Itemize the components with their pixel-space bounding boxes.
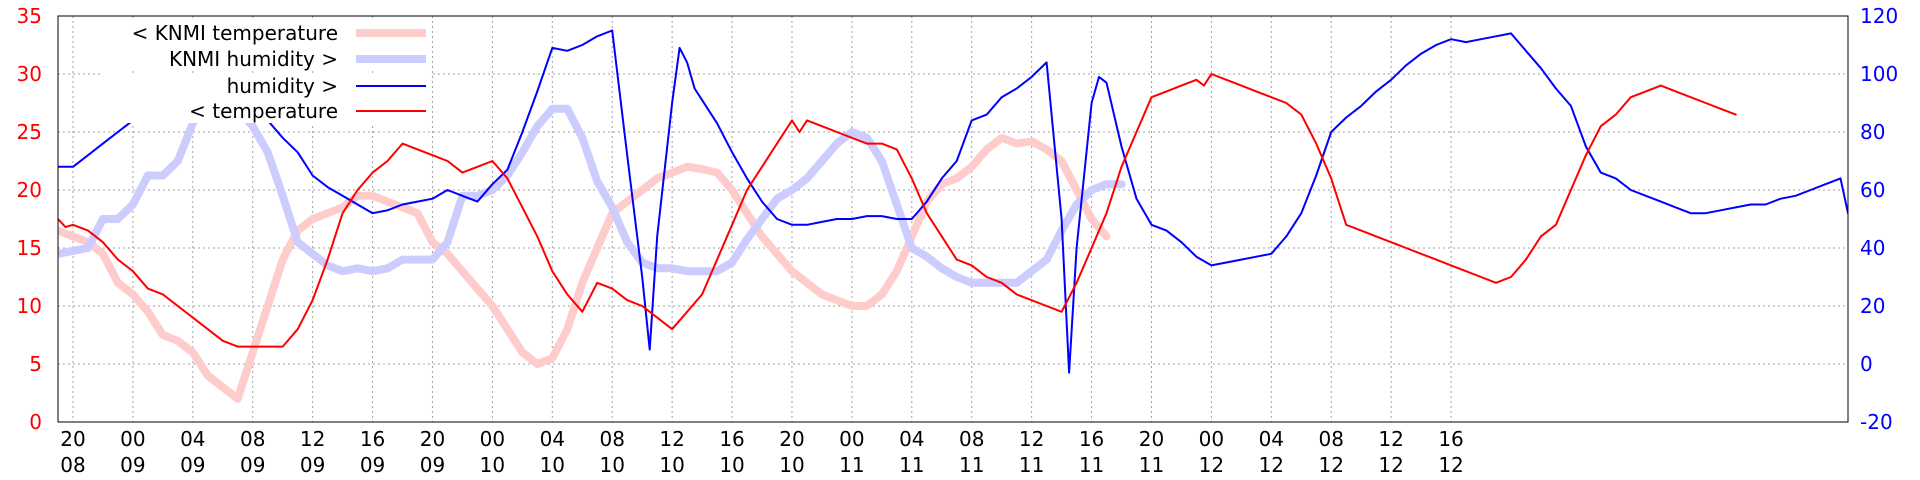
x-tick-day: 11 [1139, 453, 1164, 477]
x-tick-hour: 08 [599, 427, 624, 451]
right-tick-label: 60 [1860, 178, 1885, 202]
x-tick-day: 09 [420, 453, 445, 477]
left-axis-ticks: 0 5 10 15 20 25 30 35 [17, 4, 42, 434]
x-tick-day: 10 [480, 453, 505, 477]
x-tick-day: 09 [240, 453, 265, 477]
x-tick-hour: 20 [1139, 427, 1164, 451]
x-tick-hour: 12 [1378, 427, 1403, 451]
x-tick-hour: 08 [1318, 427, 1343, 451]
x-tick-day: 11 [1079, 453, 1104, 477]
x-tick-hour: 04 [540, 427, 565, 451]
right-tick-label: 120 [1860, 4, 1898, 28]
x-tick-hour: 04 [180, 427, 205, 451]
x-tick-day: 08 [60, 453, 85, 477]
x-tick-day: 11 [899, 453, 924, 477]
x-tick-hour: 16 [1438, 427, 1463, 451]
x-tick-day: 10 [599, 453, 624, 477]
x-tick-hour: 12 [300, 427, 325, 451]
series-line [58, 29, 1848, 374]
x-tick-hour: 16 [719, 427, 744, 451]
left-tick-label: 15 [17, 236, 42, 260]
x-tick-day: 09 [360, 453, 385, 477]
x-tick-hour: 20 [779, 427, 804, 451]
legend-label: < temperature [189, 99, 338, 123]
x-tick-hour: 00 [839, 427, 864, 451]
x-tick-hour: 16 [1079, 427, 1104, 451]
right-tick-label: 80 [1860, 120, 1885, 144]
left-tick-label: 10 [17, 294, 42, 318]
x-tick-day: 11 [959, 453, 984, 477]
x-tick-day: 12 [1199, 453, 1224, 477]
right-tick-label: 100 [1860, 62, 1898, 86]
x-tick-hour: 04 [1259, 427, 1284, 451]
x-tick-day: 11 [1019, 453, 1044, 477]
left-tick-label: 5 [29, 352, 42, 376]
x-tick-hour: 08 [240, 427, 265, 451]
right-tick-label: 40 [1860, 236, 1885, 260]
left-tick-label: 0 [29, 410, 42, 434]
plot-frame [57, 15, 1849, 423]
x-tick-hour: 12 [659, 427, 684, 451]
x-axis-ticks: 2008000904090809120916092009001004100810… [60, 427, 1464, 477]
left-tick-label: 20 [17, 178, 42, 202]
x-tick-day: 12 [1318, 453, 1343, 477]
x-tick-day: 09 [120, 453, 145, 477]
x-tick-day: 10 [779, 453, 804, 477]
x-tick-day: 10 [659, 453, 684, 477]
x-tick-hour: 00 [120, 427, 145, 451]
x-tick-hour: 00 [1199, 427, 1224, 451]
x-tick-hour: 12 [1019, 427, 1044, 451]
x-tick-day: 10 [719, 453, 744, 477]
x-tick-day: 09 [180, 453, 205, 477]
x-tick-hour: 08 [959, 427, 984, 451]
left-tick-label: 35 [17, 4, 42, 28]
x-tick-day: 12 [1378, 453, 1403, 477]
series-line [58, 133, 1111, 403]
legend-label: humidity > [227, 74, 338, 98]
x-tick-hour: 20 [420, 427, 445, 451]
series-line [58, 73, 1737, 348]
x-tick-day: 12 [1259, 453, 1284, 477]
x-tick-day: 10 [540, 453, 565, 477]
legend-label: KNMI humidity > [169, 47, 338, 71]
x-tick-day: 09 [300, 453, 325, 477]
left-tick-label: 25 [17, 120, 42, 144]
legend-label: < KNMI temperature [132, 21, 338, 45]
x-tick-hour: 04 [899, 427, 924, 451]
right-tick-label: 20 [1860, 294, 1885, 318]
x-tick-day: 12 [1438, 453, 1463, 477]
x-tick-hour: 20 [60, 427, 85, 451]
x-tick-hour: 00 [480, 427, 505, 451]
right-tick-label: 0 [1860, 352, 1873, 376]
grid-lines [58, 16, 1848, 422]
x-tick-hour: 16 [360, 427, 385, 451]
right-axis-ticks: -20 0 20 40 60 80 100 120 [1860, 4, 1898, 434]
x-tick-day: 11 [839, 453, 864, 477]
right-tick-label: -20 [1860, 410, 1893, 434]
left-tick-label: 30 [17, 62, 42, 86]
